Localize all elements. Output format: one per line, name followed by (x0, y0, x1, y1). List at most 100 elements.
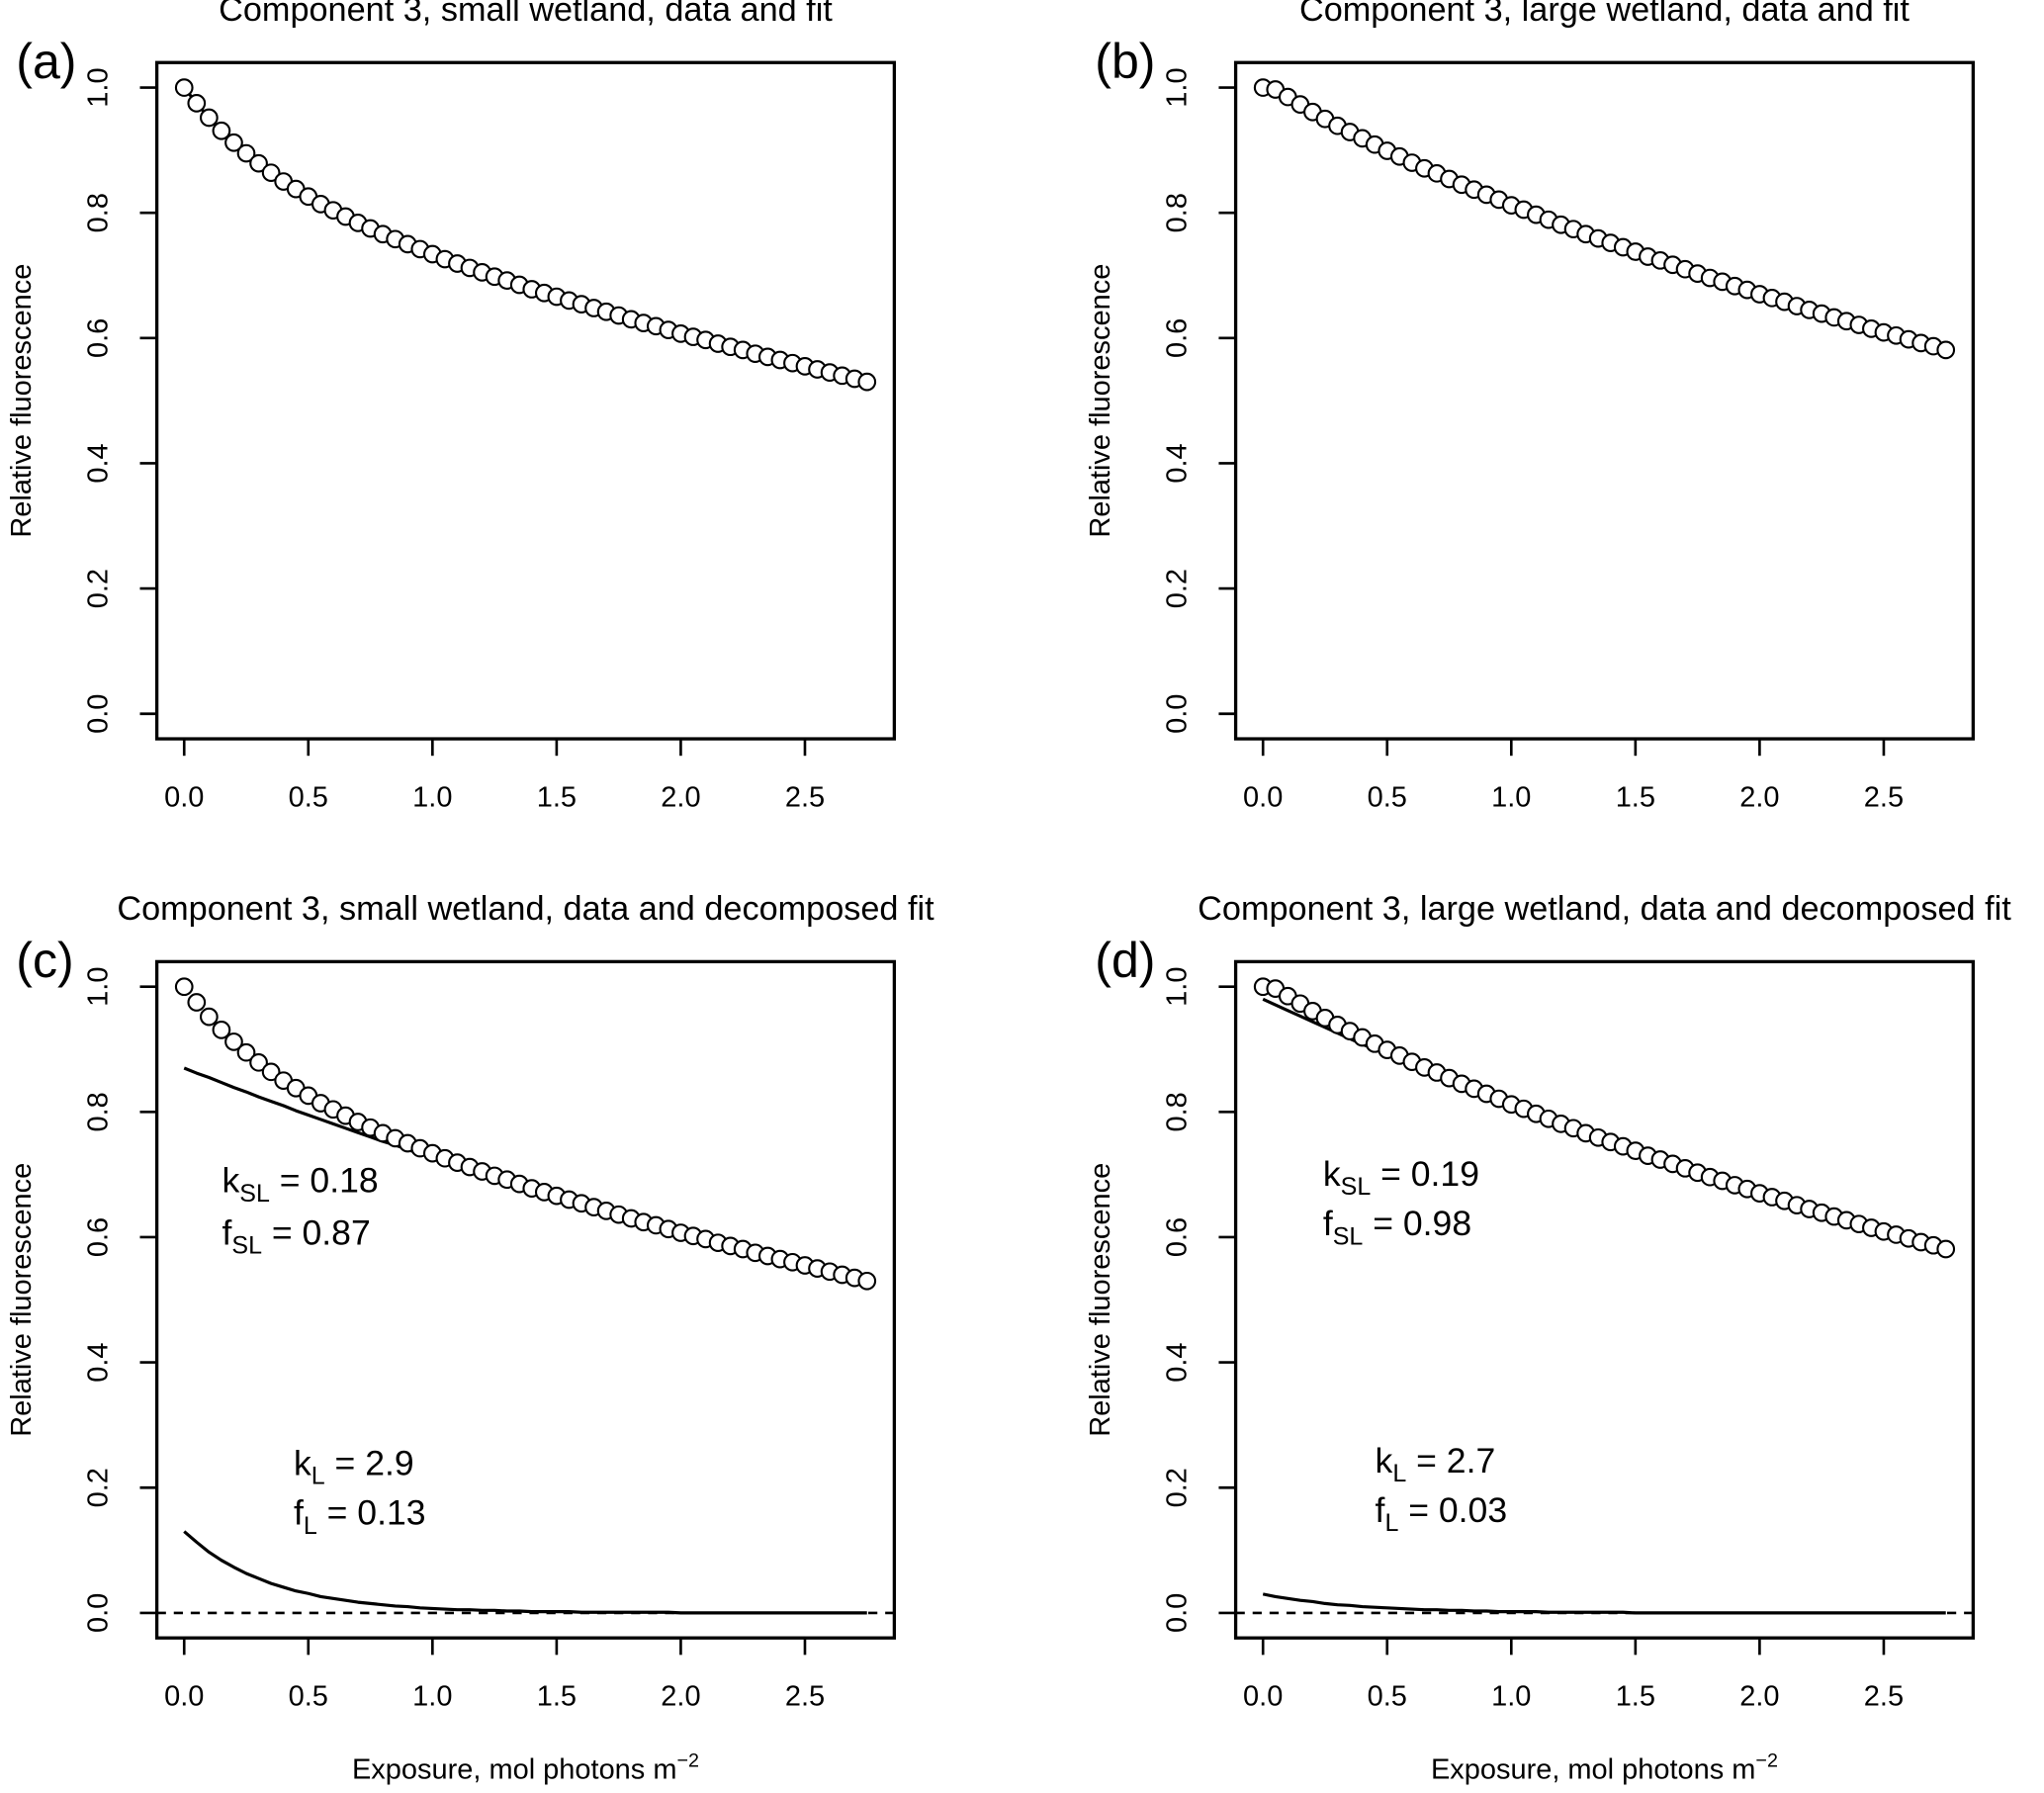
annotation: kL = 2.7 (1376, 1441, 1496, 1487)
annotation: fL = 0.13 (294, 1493, 426, 1540)
panel: Component 3, large wetland, data and dec… (1085, 890, 2011, 1785)
panel-label: (a) (16, 34, 76, 89)
y-tick-label: 0.4 (1162, 443, 1194, 483)
annotation-symbol: f (222, 1212, 232, 1252)
annotation-symbol: k (222, 1161, 240, 1201)
x-tick-label: 0.5 (289, 1681, 328, 1713)
x-tick-label: 2.0 (1739, 1681, 1779, 1713)
x-tick-label: 1.5 (537, 782, 577, 814)
annotation: fSL = 0.98 (1323, 1204, 1471, 1250)
y-tick-label: 0.0 (1162, 694, 1194, 734)
data-point (261, 1062, 281, 1082)
x-tick-label: 2.5 (785, 1681, 825, 1713)
y-tick-label: 0.8 (83, 193, 115, 232)
annotation-text: = 2.7 (1406, 1441, 1495, 1480)
fit-line (182, 86, 868, 384)
x-tick-label: 2.0 (1739, 782, 1779, 814)
annotation-symbol: k (294, 1444, 311, 1483)
panel-label: (d) (1095, 933, 1155, 988)
panel-title: Component 3, small wetland, data and dec… (117, 890, 934, 928)
data-point (1936, 1239, 1956, 1259)
x-tick-label: 2.0 (661, 1681, 700, 1713)
y-tick-label: 1.0 (83, 967, 115, 1007)
annotation-subscript: SL (231, 1232, 262, 1260)
y-axis-label: Relative fluorescence (1085, 1163, 1116, 1437)
y-tick-label: 0.2 (1162, 1468, 1194, 1507)
data-point (236, 1042, 256, 1062)
y-tick-label: 0.0 (83, 694, 115, 734)
fit-line (1262, 1592, 1946, 1615)
x-tick-label: 1.5 (1616, 1681, 1655, 1713)
x-tick-label: 2.5 (785, 782, 825, 814)
data-point (249, 153, 268, 173)
annotation-subscript: L (311, 1463, 325, 1490)
x-tick-label: 2.5 (1864, 1681, 1904, 1713)
annotation-symbol: f (294, 1493, 304, 1533)
x-axis-label: Exposure, mol photons m−2 (352, 1750, 699, 1786)
panel-title: Component 3, large wetland, data and fit (1299, 0, 1910, 29)
data-point (236, 143, 256, 163)
data-point (212, 121, 231, 140)
data-point (199, 108, 219, 128)
x-tick-label: 1.0 (412, 1681, 452, 1713)
y-tick-label: 0.2 (83, 569, 115, 608)
annotation-text: = 0.98 (1363, 1204, 1471, 1243)
x-tick-label: 0.0 (164, 782, 204, 814)
data-point (174, 78, 194, 97)
y-tick-label: 0.4 (83, 1342, 115, 1382)
annotation: fL = 0.03 (1376, 1490, 1508, 1537)
x-tick-label: 0.0 (1243, 782, 1283, 814)
y-tick-label: 0.0 (83, 1593, 115, 1633)
annotation-text: = 0.19 (1371, 1154, 1479, 1194)
x-tick-label: 1.0 (412, 782, 452, 814)
plot-frame (154, 60, 897, 741)
annotation-symbol: f (1323, 1204, 1333, 1243)
x-tick-label: 0.5 (1368, 782, 1407, 814)
plot-frame (154, 959, 897, 1640)
data-point (857, 372, 877, 392)
annotation-subscript: SL (1333, 1222, 1364, 1250)
data-point (1936, 340, 1956, 360)
annotation-subscript: L (304, 1512, 317, 1540)
data-point (857, 1271, 877, 1291)
data-point (174, 977, 194, 997)
x-tick-label: 0.5 (1368, 1681, 1407, 1713)
x-tick-label: 0.0 (164, 1681, 204, 1713)
x-tick-label: 1.5 (1616, 782, 1655, 814)
data-point (224, 1032, 243, 1051)
y-axis-label: Relative fluorescence (1085, 264, 1116, 538)
annotation-subscript: SL (1341, 1173, 1372, 1201)
panel: Component 3, small wetland, data and fit… (6, 0, 897, 814)
panel: Component 3, small wetland, data and dec… (6, 890, 934, 1785)
x-axis-label-text: Exposure, mol photons m (1431, 1754, 1755, 1786)
data-point (187, 94, 207, 113)
plot-frame (1233, 60, 1975, 741)
x-axis-label-superscript: −2 (676, 1750, 699, 1772)
y-axis-label: Relative fluorescence (6, 264, 38, 538)
panel-label: (b) (1095, 34, 1155, 89)
annotation-text: = 0.03 (1398, 1490, 1507, 1530)
y-tick-label: 0.8 (1162, 193, 1194, 232)
annotation-subscript: SL (239, 1180, 270, 1208)
data-point (199, 1007, 219, 1027)
annotation-text: = 2.9 (325, 1444, 414, 1483)
y-tick-label: 1.0 (1162, 967, 1194, 1007)
y-tick-label: 0.6 (83, 318, 115, 358)
y-tick-label: 0.4 (83, 443, 115, 483)
fit-line (183, 1530, 867, 1615)
annotation: kSL = 0.19 (1323, 1154, 1479, 1201)
x-axis-label-text: Exposure, mol photons m (352, 1754, 676, 1786)
panel-title: Component 3, large wetland, data and dec… (1198, 890, 2011, 928)
annotation-symbol: k (1323, 1154, 1341, 1194)
data-point (187, 993, 207, 1012)
panel-label: (c) (16, 933, 73, 988)
y-tick-label: 0.4 (1162, 1342, 1194, 1382)
y-tick-label: 1.0 (1162, 67, 1194, 107)
data-point (249, 1052, 268, 1072)
x-tick-label: 0.5 (289, 782, 328, 814)
panel: Component 3, large wetland, data and fit… (1085, 0, 1975, 814)
plot-frame (1233, 959, 1975, 1640)
x-axis-label: Exposure, mol photons m−2 (1431, 1750, 1778, 1786)
